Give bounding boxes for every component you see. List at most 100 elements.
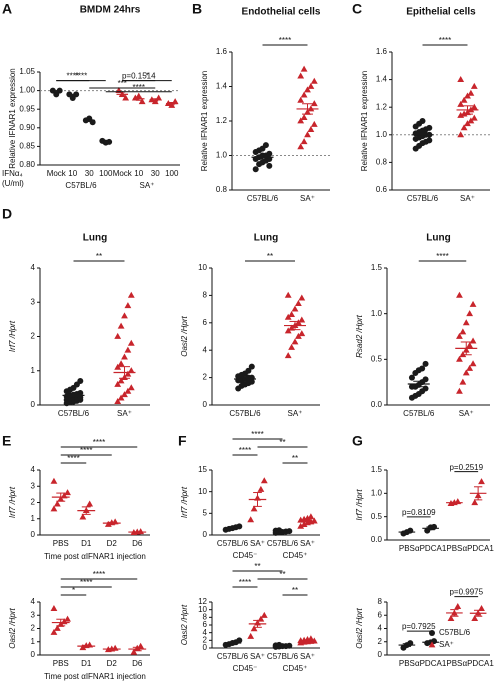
x-tick-label: D1 <box>81 539 92 548</box>
triangle-point <box>138 98 146 105</box>
y-tick-label: 4 <box>203 345 208 354</box>
y-tick-label: 0.95 <box>19 104 35 113</box>
y-tick-label: 10 <box>198 487 207 496</box>
circle-point <box>419 365 426 372</box>
x-tick-label: SA⁺ <box>250 652 265 661</box>
y-tick-label: 4 <box>31 465 36 474</box>
y-tick-label: 1.2 <box>216 116 228 125</box>
circle-point <box>276 641 283 648</box>
panel-title: Lung <box>426 233 450 244</box>
triangle-point <box>428 641 436 648</box>
triangle-point <box>260 477 268 484</box>
significance-label: **** <box>439 36 451 45</box>
triangle-point <box>300 113 308 120</box>
panel-letter: D <box>2 206 12 222</box>
x-axis-title: IFNα₄ <box>2 169 23 178</box>
triangle-point <box>295 332 302 339</box>
triangle-point <box>478 605 485 612</box>
triangle-point <box>300 138 308 145</box>
y-axis-title: Irf7 /Hprt <box>8 486 17 518</box>
y-tick-label: 8 <box>203 612 208 621</box>
x-tick-label: 10 <box>68 169 77 178</box>
significance-label: **** <box>239 446 251 455</box>
x-tick-label: Mock <box>47 169 67 178</box>
triangle-point <box>124 302 132 309</box>
y-tick-label: 0 <box>203 400 208 409</box>
group-label: SA⁺ <box>140 181 155 190</box>
panel-letter: B <box>192 1 202 17</box>
y-tick-label: 1.5 <box>371 465 383 474</box>
triangle-point <box>117 377 125 384</box>
triangle-point <box>471 499 479 506</box>
circle-point <box>77 378 84 385</box>
x-tick-label: SA⁺ <box>117 409 132 418</box>
triangle-point <box>307 82 315 89</box>
triangle-point <box>86 500 94 507</box>
y-tick-label: 3 <box>31 610 36 619</box>
panel-title: Lung <box>83 233 107 244</box>
triangle-point <box>291 338 299 345</box>
y-tick-label: 10 <box>198 605 207 614</box>
triangle-point <box>53 500 61 507</box>
x-axis-title: Time post αIFNAR1 injection <box>44 552 146 561</box>
significance-label: p=0.8109 <box>402 508 436 517</box>
triangle-point <box>250 625 258 632</box>
y-tick-label: 2 <box>203 373 208 382</box>
significance-label: ** <box>292 586 298 595</box>
circle-point <box>426 137 433 144</box>
triangle-point <box>137 642 145 649</box>
triangle-point <box>53 624 61 631</box>
y-tick-label: 1.5 <box>371 263 383 272</box>
y-tick-label: 1 <box>31 514 36 523</box>
triangle-point <box>247 632 255 639</box>
y-tick-label: 1.6 <box>376 47 388 56</box>
x-tick-label: 100 <box>99 169 113 178</box>
triangle-point <box>471 614 479 621</box>
x-tick-label: C57BL/6 <box>267 652 299 661</box>
triangle-point <box>117 394 125 401</box>
circle-point <box>266 162 273 169</box>
y-tick-label: 0 <box>203 530 208 539</box>
y-axis-title: Rsad2 /Hprt <box>355 314 364 357</box>
triangle-point <box>310 517 318 524</box>
triangle-point <box>298 330 306 337</box>
triangle-point <box>464 92 471 99</box>
triangle-point <box>284 327 292 334</box>
triangle-point <box>304 514 311 521</box>
significance-label: * <box>72 586 75 595</box>
triangle-point <box>304 86 311 93</box>
circle-point <box>252 166 259 173</box>
x-tick-label: C57BL/6 <box>403 409 435 418</box>
triangle-point <box>467 117 475 124</box>
circle-point <box>248 363 255 370</box>
triangle-point <box>310 77 318 84</box>
y-tick-label: 8 <box>378 597 383 606</box>
triangle-point <box>304 131 311 138</box>
x-tick-label: PBS <box>446 659 462 668</box>
significance-label: ** <box>267 252 273 261</box>
panel-letter: F <box>178 433 187 449</box>
circle-point <box>426 124 433 131</box>
legend-label: SA⁺ <box>439 640 454 649</box>
triangle-point <box>297 117 305 124</box>
y-tick-label: 4 <box>31 597 36 606</box>
significance-label: **** <box>80 578 92 587</box>
x-axis-title: Time post αIFNAR1 injection <box>44 672 146 681</box>
x-tick-label: D1 <box>81 659 92 668</box>
y-tick-label: 1.6 <box>216 47 228 56</box>
y-axis-title: Irf7 /Hprt <box>180 486 189 518</box>
panel-title: Endothelial cells <box>242 7 321 18</box>
y-tick-label: 2 <box>31 332 36 341</box>
triangle-point <box>478 478 485 485</box>
triangle-point <box>260 611 268 618</box>
y-tick-label: 1.0 <box>371 488 383 497</box>
x-tick-label: 30 <box>85 169 94 178</box>
triangle-point <box>300 65 308 72</box>
y-tick-label: 0.80 <box>19 160 35 169</box>
triangle-point <box>121 312 128 319</box>
circle-point <box>422 360 429 367</box>
y-axis-title: Oasl2 /Hprt <box>180 316 189 357</box>
y-axis-title: Relative IFNAR1 expression <box>200 71 209 171</box>
triangle-point <box>466 342 474 349</box>
y-axis-title: Irf7 /Hprt <box>8 320 17 352</box>
